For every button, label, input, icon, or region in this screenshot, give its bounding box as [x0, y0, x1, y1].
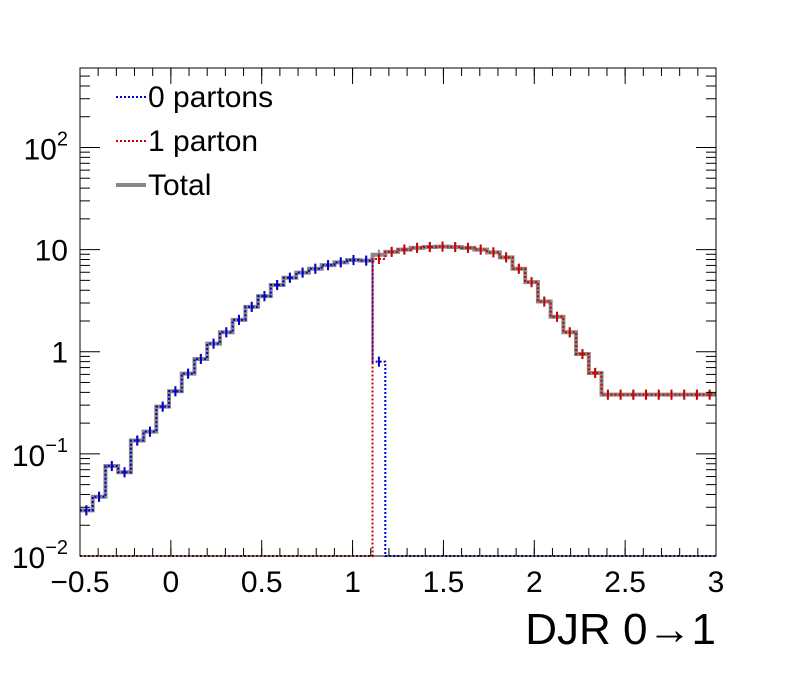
y-tick-label: 10 — [35, 235, 68, 268]
y-tick-label: 10−1 — [12, 435, 68, 473]
plot-frame — [79, 67, 717, 557]
x-tick-label: 2.5 — [604, 566, 646, 599]
x-tick-label: 2 — [526, 566, 543, 599]
legend-label: 0 partons — [148, 81, 273, 114]
x-tick-label: 0 — [163, 566, 180, 599]
y-tick-label: 1 — [51, 337, 68, 370]
y-tick-base: 10 — [24, 133, 57, 166]
x-tick-label: −0.5 — [50, 566, 109, 599]
legend: 0 partons 1 parton Total — [116, 81, 273, 202]
y-tick-base: 10 — [12, 542, 45, 575]
series-0-partons — [80, 255, 716, 557]
y-tick-label: 102 — [24, 128, 69, 166]
y-tick-base: 10 — [12, 440, 45, 473]
x-tick-label: 1.5 — [423, 566, 465, 599]
x-tick-label: 1 — [344, 566, 361, 599]
series-layer — [80, 241, 716, 557]
x-axis-title: DJR 0→1 — [525, 605, 716, 654]
legend-label: Total — [148, 169, 211, 202]
x-tick-label: 0.5 — [241, 566, 283, 599]
series-step-line — [80, 245, 716, 557]
y-tick-exponent: −1 — [45, 435, 68, 457]
y-tick-exponent: −2 — [45, 537, 68, 559]
series-step-line — [80, 259, 716, 557]
series-total — [80, 241, 716, 516]
series-step-line — [80, 244, 716, 513]
x-tick-label: 3 — [708, 566, 725, 599]
y-tick-exponent: 2 — [57, 128, 68, 150]
series-1-parton — [80, 241, 716, 557]
y-tick-label: 10−2 — [12, 537, 68, 575]
legend-label: 1 parton — [148, 125, 258, 158]
